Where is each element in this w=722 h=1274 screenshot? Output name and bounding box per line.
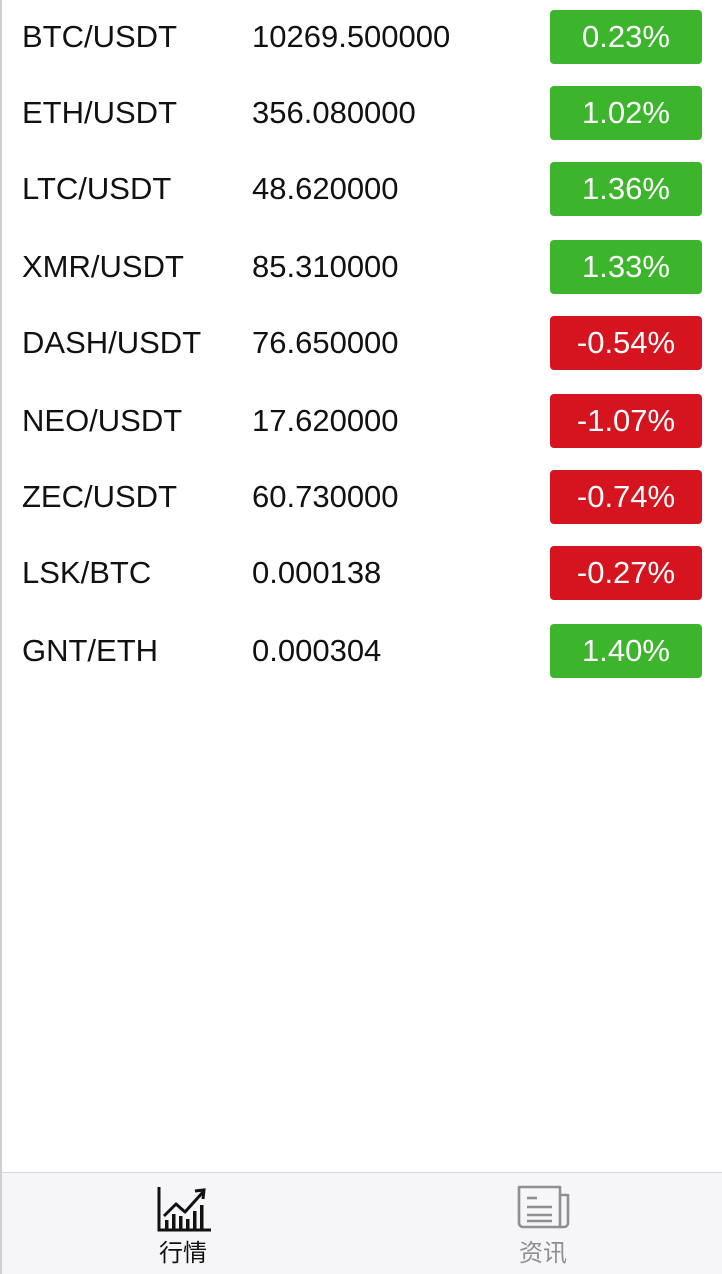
last-price: 0.000304 (252, 633, 382, 668)
chart-icon (157, 1187, 211, 1232)
change-badge[interactable]: -0.74% (550, 470, 702, 524)
market-row-eth-usdt[interactable]: ETH/USDT 356.080000 1.02% (2, 86, 722, 140)
pair-name: ZEC/USDT (22, 479, 177, 514)
last-price: 10269.500000 (252, 19, 451, 54)
market-row-neo-usdt[interactable]: NEO/USDT 17.620000 -1.07% (2, 394, 722, 448)
market-row-dash-usdt[interactable]: DASH/USDT 76.650000 -0.54% (2, 316, 722, 370)
change-badge[interactable]: -0.27% (550, 546, 702, 600)
change-badge[interactable]: -0.54% (550, 316, 702, 370)
last-price: 0.000138 (252, 555, 382, 590)
change-badge[interactable]: 0.23% (550, 10, 702, 64)
change-badge[interactable]: 1.02% (550, 86, 702, 140)
pair-name: LTC/USDT (22, 171, 172, 206)
last-price: 60.730000 (252, 479, 399, 514)
last-price: 76.650000 (252, 325, 399, 360)
market-row-zec-usdt[interactable]: ZEC/USDT 60.730000 -0.74% (2, 470, 722, 524)
last-price: 48.620000 (252, 171, 399, 206)
pair-name: XMR/USDT (22, 249, 184, 284)
tab-news[interactable]: 资讯 (463, 1173, 623, 1274)
pair-name: GNT/ETH (22, 633, 159, 668)
last-price: 85.310000 (252, 249, 399, 284)
pair-name: LSK/BTC (22, 555, 152, 590)
tab-market[interactable]: 行情 (103, 1173, 263, 1274)
last-price: 17.620000 (252, 403, 399, 438)
pair-name: NEO/USDT (22, 403, 183, 438)
news-icon (517, 1185, 570, 1229)
market-row-btc-usdt[interactable]: BTC/USDT 10269.500000 0.23% (2, 10, 722, 64)
last-price: 356.080000 (252, 95, 416, 130)
market-row-lsk-btc[interactable]: LSK/BTC 0.000138 -0.27% (2, 546, 722, 600)
market-row-gnt-eth[interactable]: GNT/ETH 0.000304 1.40% (2, 624, 722, 678)
pair-name: BTC/USDT (22, 19, 177, 54)
pair-name: ETH/USDT (22, 95, 177, 130)
tab-label: 资讯 (519, 1240, 567, 1267)
bottom-tab-bar: 行情 资讯 (2, 1172, 722, 1274)
change-badge[interactable]: 1.33% (550, 240, 702, 294)
market-row-ltc-usdt[interactable]: LTC/USDT 48.620000 1.36% (2, 162, 722, 216)
pair-name: DASH/USDT (22, 325, 202, 360)
market-row-xmr-usdt[interactable]: XMR/USDT 85.310000 1.33% (2, 240, 722, 294)
change-badge[interactable]: -1.07% (550, 394, 702, 448)
tab-label: 行情 (159, 1240, 207, 1267)
change-badge[interactable]: 1.36% (550, 162, 702, 216)
change-badge[interactable]: 1.40% (550, 624, 702, 678)
